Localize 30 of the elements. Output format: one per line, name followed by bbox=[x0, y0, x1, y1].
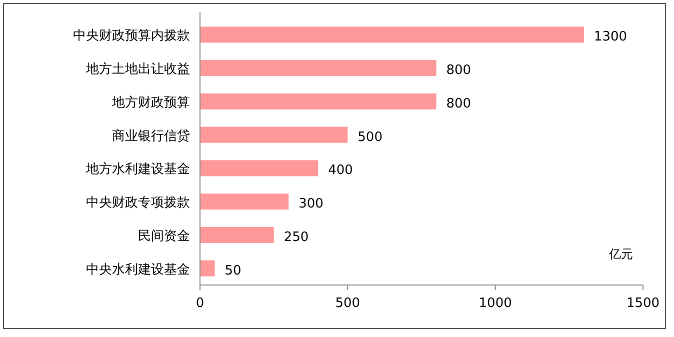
bar bbox=[200, 60, 436, 76]
annotation: 亿元 bbox=[608, 247, 633, 261]
bar bbox=[200, 93, 436, 110]
y-tick-label: 中央财政专项拨款 bbox=[86, 196, 190, 211]
bar bbox=[200, 160, 318, 176]
bar bbox=[200, 126, 348, 143]
y-tick-label: 商业银行信贷 bbox=[112, 128, 190, 144]
data-label: 400 bbox=[328, 163, 353, 178]
x-tick-label: 0 bbox=[196, 296, 204, 311]
x-tick-label: 1000 bbox=[478, 296, 512, 311]
data-label: 250 bbox=[284, 230, 309, 245]
bar bbox=[200, 226, 274, 243]
bar bbox=[200, 26, 584, 43]
x-tick-label: 500 bbox=[335, 296, 360, 311]
y-tick-label: 地方土地出让收益 bbox=[85, 61, 190, 78]
plot: 中央财政预算内拨款 1300 地方土地出让收益 800 地方财政预算 800 商业银行信贷 500 地方水利建设基金 400 中央财政专项拨款 300 民间资金 250 中央水利建设基金 50 0 500 1000 1500 亿元 bbox=[73, 12, 660, 311]
bar bbox=[200, 194, 289, 210]
y-tick-label: 民间资金 bbox=[138, 228, 190, 244]
y-tick-label: 地方财政预算 bbox=[111, 94, 190, 110]
data-label: 300 bbox=[298, 196, 324, 212]
y-tick-label: 中央财政预算内拨款 bbox=[73, 28, 190, 44]
data-label: 50 bbox=[224, 263, 242, 278]
data-label: 1300 bbox=[594, 30, 628, 45]
data-label: 800 bbox=[446, 96, 472, 112]
y-tick-label: 中央水利建设基金 bbox=[86, 262, 190, 278]
y-tick-label: 地方水利建设基金 bbox=[85, 161, 190, 178]
bar bbox=[200, 260, 215, 276]
data-label: 500 bbox=[358, 130, 382, 145]
x-tick-label: 1500 bbox=[626, 296, 660, 311]
data-label: 800 bbox=[446, 63, 472, 78]
